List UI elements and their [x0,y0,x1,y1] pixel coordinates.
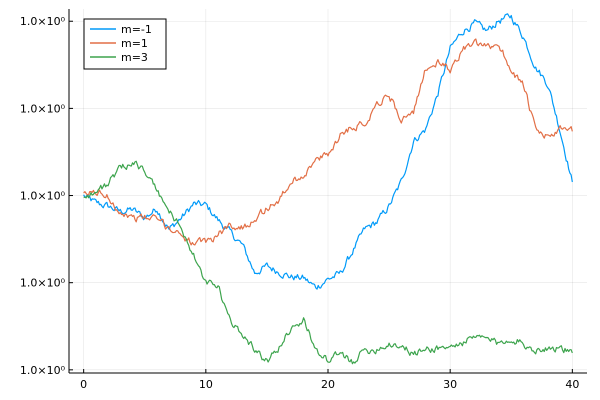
x-tick-label: 0 [80,378,87,391]
series-line-0 [83,13,573,290]
series-line-1 [83,38,573,246]
legend: m=-1m=1m=3 [83,18,167,70]
y-tick-label: 1.0×10⁰ [20,102,66,115]
y-tick-label: 1.0×10⁰ [20,277,66,290]
axes: 0 10 20 30 40 1.0×10⁰ 1.0×10⁰ 1.0×10⁰ 1.0×10⁰ 1.0… [20,9,587,391]
x-tick-label: 30 [443,378,457,391]
legend-box [83,18,167,70]
series-line-2 [83,160,573,365]
y-tick-label: 1.0×10⁰ [20,190,66,203]
x-tick-label: 20 [321,378,335,391]
x-tick-label: 40 [565,378,579,391]
plot-series [83,13,573,365]
y-tick-label: 1.0×10⁰ [20,15,66,28]
legend-label: m=-1 [121,23,152,36]
legend-label: m=3 [121,51,148,64]
y-tick-label: 1.0×10⁰ [20,364,66,377]
x-tick-label: 10 [199,378,213,391]
legend-label: m=1 [121,37,148,50]
